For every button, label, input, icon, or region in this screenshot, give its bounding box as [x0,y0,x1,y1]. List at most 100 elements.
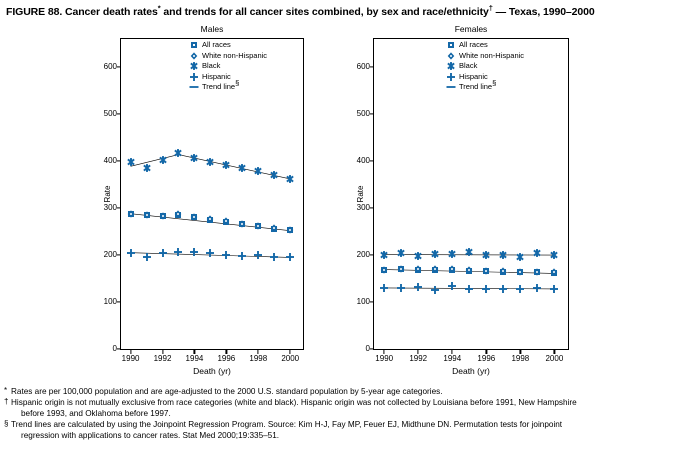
x-axis-tick-mark [519,349,521,354]
legend-item-label: White non-Hispanic [459,50,525,60]
footnote-mark-dagger: † [4,397,9,406]
data-point-marker [550,284,559,293]
footnote-text-trendline: Trend lines are calculated by using the … [11,420,563,429]
y-axis-tick-label: 600 [103,62,117,72]
y-axis-tick-mark [117,66,121,68]
diamond-icon [445,51,456,61]
y-axis-tick-label: 100 [103,297,117,307]
y-axis-tick-label: 400 [356,156,370,166]
x-axis-tick-label: 2000 [545,354,564,363]
footnote-mark-star: * [4,386,8,395]
line-icon [445,82,456,92]
footnote-text-trendline-line2: regression with applications to cancer r… [21,431,280,440]
y-axis-tick-label: 0 [112,344,117,353]
data-point-marker [380,251,389,260]
data-point-marker [465,266,474,275]
data-point-marker [380,283,389,292]
plus-icon [188,72,199,82]
title-star-footnote-mark: * [157,3,161,13]
legend-item-all-races: All races [188,40,267,51]
plot-inner-females: Rate Death (yr) 0 100 200 300 400 500 600 1990 1… [356,39,568,376]
x-axis-label-females: Death (yr) [452,366,490,376]
data-point-marker [158,211,167,220]
footnote-mark-section: § [4,419,9,428]
data-point-marker [238,219,247,228]
figure-title-prefix: FIGURE 88. Cancer death rates [6,6,158,18]
data-point-marker [533,249,542,258]
y-axis-tick-label: 100 [356,297,370,307]
x-axis-tick-label: 1992 [153,354,172,363]
y-axis-tick-mark [370,207,374,209]
x-axis-tick-label: 1996 [217,354,236,363]
y-axis-tick-mark [117,207,121,209]
x-axis-tick-label: 1992 [409,354,428,363]
footnote-rates: * Rates are per 100,000 population and ar… [4,386,686,397]
y-axis-tick-mark [370,160,374,162]
legend-item-trend-line: Trend line§ [445,78,524,93]
data-point-marker [142,252,151,261]
data-point-marker [482,250,491,259]
footnotes-block: * Rates are per 100,000 population and ar… [4,386,686,441]
legend-item-black: Black [188,61,267,72]
legend-item-black: Black [445,61,524,72]
data-point-marker [414,251,423,260]
data-point-marker [190,153,199,162]
data-point-marker [465,248,474,257]
y-axis-tick-mark [117,254,121,256]
plot-area-females: Rate Death (yr) 0 100 200 300 400 500 600 1990 1… [356,38,569,376]
data-point-marker [499,251,508,260]
diamond-icon [188,51,199,61]
data-point-marker [206,214,215,223]
data-point-marker [142,163,151,172]
y-axis-tick-mark [117,348,121,350]
data-point-marker [126,209,135,218]
y-axis-tick-mark [370,113,374,115]
square-icon [445,40,456,50]
data-point-marker [286,174,295,183]
legend-footnote-mark: § [492,78,497,88]
data-point-marker [158,155,167,164]
legend-item-label: White non-Hispanic [202,50,268,60]
y-axis-tick-label: 200 [356,250,370,260]
data-point-marker [448,249,457,258]
plus-icon [445,72,456,82]
x-axis-tick-mark [451,349,453,354]
data-point-marker [254,250,263,259]
data-point-marker [206,249,215,258]
legend-item-trend-line: Trend line§ [188,79,267,93]
y-axis-tick-label: 500 [356,109,370,119]
asterisk-icon [188,61,199,71]
data-point-marker [158,249,167,258]
y-axis-tick-mark [370,254,374,256]
x-axis-tick-mark [161,349,164,354]
x-axis-tick-label: 1990 [121,354,140,363]
y-axis-tick-label: 300 [356,203,370,213]
data-point-marker [533,283,542,292]
data-point-marker [286,225,295,234]
plot-area-males: Rate Death (yr) 0 100 200 300 400 500 600 1990 1… [103,38,304,376]
panel-title-females: Females [454,24,488,34]
data-point-marker [448,281,457,290]
data-point-marker [465,284,474,293]
panel-females: Females Rate Death (yr) 0 100 200 300 400 500… [345,24,597,382]
x-axis-tick-mark [289,349,291,354]
data-point-marker [550,268,559,277]
line-icon [188,82,199,92]
data-point-marker [238,251,247,260]
data-point-marker [414,265,423,274]
y-axis-tick-label: 0 [365,344,370,353]
y-axis-label-females: Rate [355,185,365,203]
data-point-marker [222,160,231,169]
figure-title-suffix: — Texas, 1990–2000 [492,6,595,18]
data-point-marker [126,248,135,257]
y-axis-tick-mark [370,66,374,68]
data-point-marker [516,253,525,262]
x-axis-tick-mark [485,349,487,354]
data-point-marker [190,248,199,257]
data-point-marker [126,157,135,166]
y-axis-tick-label: 400 [103,156,117,166]
x-axis-tick-mark [553,349,555,354]
data-point-marker [499,285,508,294]
y-axis-tick-mark [370,301,374,303]
legend-item-label: Trend line§ [459,78,497,91]
